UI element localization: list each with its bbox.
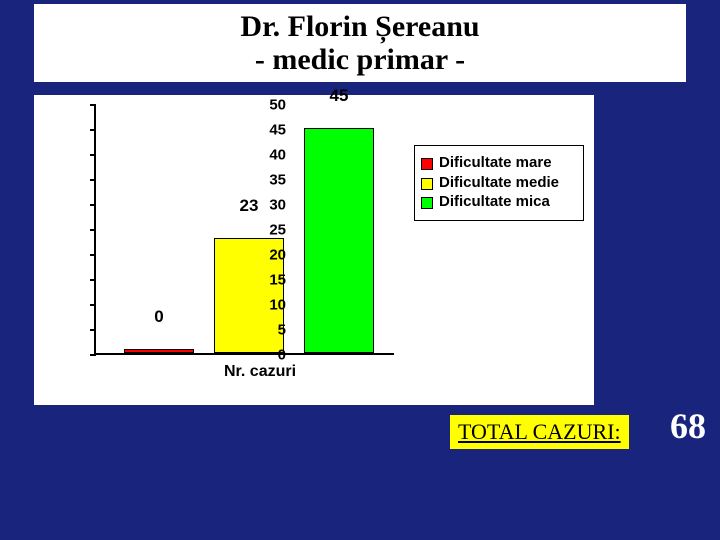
total-value: 68 <box>670 405 706 447</box>
ytick-label: 5 <box>278 322 286 339</box>
bar-label-medie: 23 <box>240 196 259 216</box>
total-box: TOTAL CAZURI: <box>450 415 629 449</box>
bar-label-mare: 0 <box>154 307 163 327</box>
ytick-mark <box>90 104 96 106</box>
ytick-label: 0 <box>278 347 286 364</box>
ytick-mark <box>90 204 96 206</box>
legend-swatch <box>421 178 433 190</box>
ytick-mark <box>90 279 96 281</box>
x-axis-label: Nr. cazuri <box>224 363 296 381</box>
ytick-label: 10 <box>269 297 286 314</box>
ytick-mark <box>90 179 96 181</box>
legend-swatch <box>421 197 433 209</box>
title-line2: - medic primar - <box>255 43 465 76</box>
ytick-mark <box>90 329 96 331</box>
title-box: Dr. Florin Șereanu - medic primar - <box>34 4 686 82</box>
ytick-label: 20 <box>269 247 286 264</box>
bar-mare <box>124 349 194 353</box>
ytick-label: 50 <box>269 97 286 114</box>
ytick-label: 35 <box>269 172 286 189</box>
legend-item: Dificultate medie <box>421 175 577 192</box>
bar-mica <box>304 128 374 353</box>
ytick-label: 15 <box>269 272 286 289</box>
title-line1: Dr. Florin Șereanu <box>240 10 479 43</box>
ytick-label: 40 <box>269 147 286 164</box>
chart-panel: 02345 Nr. cazuri Dificultate mareDificul… <box>34 95 594 405</box>
legend-text: Dificultate medie <box>439 175 559 192</box>
legend-text: Dificultate mica <box>439 194 550 211</box>
plot-area: 0 23 45 <box>94 105 394 355</box>
total-label: TOTAL CAZURI: <box>458 419 621 444</box>
ytick-label: 25 <box>269 222 286 239</box>
ytick-label: 30 <box>269 197 286 214</box>
legend-text: Dificultate mare <box>439 155 552 172</box>
legend-item: Dificultate mare <box>421 155 577 172</box>
legend-swatch <box>421 158 433 170</box>
legend: Dificultate mare Dificultate medie Dificul… <box>414 145 584 221</box>
bar-label-mica: 45 <box>330 86 349 106</box>
ytick-mark <box>90 254 96 256</box>
ytick-mark <box>90 229 96 231</box>
ytick-mark <box>90 154 96 156</box>
ytick-mark <box>90 129 96 131</box>
ytick-mark <box>90 304 96 306</box>
ytick-mark <box>90 354 96 356</box>
ytick-label: 45 <box>269 122 286 139</box>
legend-item: Dificultate mica <box>421 194 577 211</box>
